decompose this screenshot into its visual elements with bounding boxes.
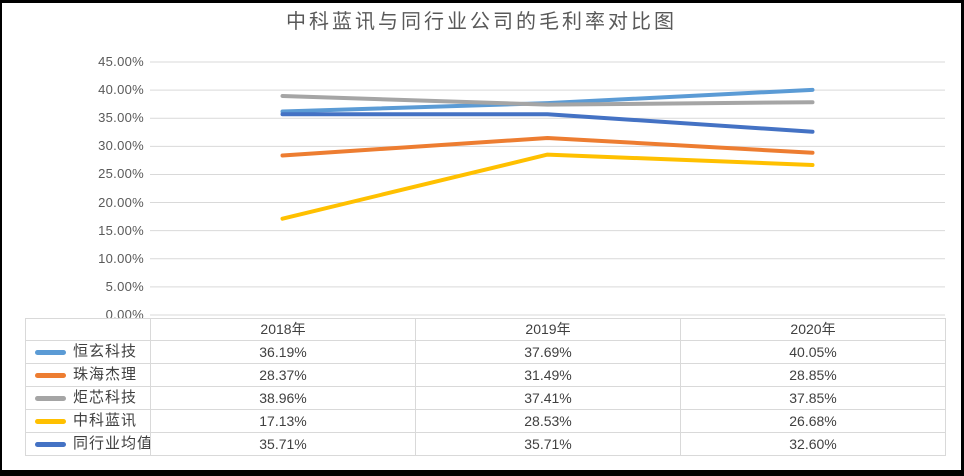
y-tick-label: 15.00% — [98, 222, 144, 238]
value-cell: 17.13% — [150, 409, 416, 433]
table-row: 珠海杰理 28.37% 31.49% 28.85% — [25, 363, 946, 387]
y-tick-label: 30.00% — [98, 138, 144, 154]
series-name: 恒玄科技 — [73, 343, 138, 360]
legend-cell: 中科蓝讯 — [25, 409, 151, 433]
value-cell: 28.37% — [150, 363, 416, 387]
series-line — [280, 93, 815, 107]
series-line — [280, 152, 815, 221]
legend-line-swatch — [35, 418, 66, 424]
y-tick-label: 35.00% — [98, 110, 144, 126]
value-cell: 40.05% — [680, 340, 946, 364]
y-tick-label: 10.00% — [98, 250, 144, 266]
table-corner-cell — [25, 318, 151, 341]
value-cell: 36.19% — [150, 340, 416, 364]
value-cell: 37.69% — [415, 340, 681, 364]
legend-line-swatch — [35, 349, 66, 355]
table-row: 同行业均值 35.71% 35.71% 32.60% — [25, 432, 946, 456]
y-tick-label: 5.00% — [105, 278, 144, 294]
y-tick-label: 20.00% — [98, 194, 144, 210]
chart-title: 中科蓝讯与同行业公司的毛利率对比图 — [286, 11, 677, 33]
value-cell: 28.85% — [680, 363, 946, 387]
series-line — [280, 87, 815, 114]
legend-line-swatch — [35, 372, 66, 378]
series-name: 同行业均值 — [73, 435, 151, 452]
series-name: 珠海杰理 — [73, 366, 138, 383]
value-cell: 32.60% — [680, 432, 946, 456]
value-cell: 35.71% — [415, 432, 681, 456]
legend-line-swatch — [35, 395, 66, 401]
y-tick-label: 45.00% — [98, 54, 144, 69]
value-cell: 37.85% — [680, 386, 946, 410]
line-chart-plot — [150, 61, 945, 316]
table-year-header: 2020年 — [680, 318, 946, 341]
series-name: 中科蓝讯 — [73, 412, 138, 429]
series-name: 炬芯科技 — [73, 389, 138, 406]
legend-cell: 同行业均值 — [25, 432, 151, 456]
y-tick-label: 25.00% — [98, 166, 144, 182]
table-year-header: 2019年 — [415, 318, 681, 341]
table-header-row: 2018年 2019年 2020年 — [25, 318, 946, 341]
legend-cell: 恒玄科技 — [25, 340, 151, 364]
series-line — [280, 135, 815, 158]
value-cell: 26.68% — [680, 409, 946, 433]
legend-cell: 珠海杰理 — [25, 363, 151, 387]
table-row: 恒玄科技 36.19% 37.69% 40.05% — [25, 340, 946, 364]
table-row: 中科蓝讯 17.13% 28.53% 26.68% — [25, 409, 946, 433]
value-cell: 31.49% — [415, 363, 681, 387]
legend-cell: 炬芯科技 — [25, 386, 151, 410]
value-cell: 28.53% — [415, 409, 681, 433]
legend-line-swatch — [35, 441, 66, 447]
value-cell: 38.96% — [150, 386, 416, 410]
table-year-header: 2018年 — [150, 318, 416, 341]
data-table: 2018年 2019年 2020年 恒玄科技 36.19% 37.69% 40.05% 珠海… — [25, 318, 946, 456]
y-tick-label: 40.00% — [98, 82, 144, 98]
table-row: 炬芯科技 38.96% 37.41% 37.85% — [25, 386, 946, 410]
series-line — [280, 112, 815, 134]
value-cell: 35.71% — [150, 432, 416, 456]
value-cell: 37.41% — [415, 386, 681, 410]
